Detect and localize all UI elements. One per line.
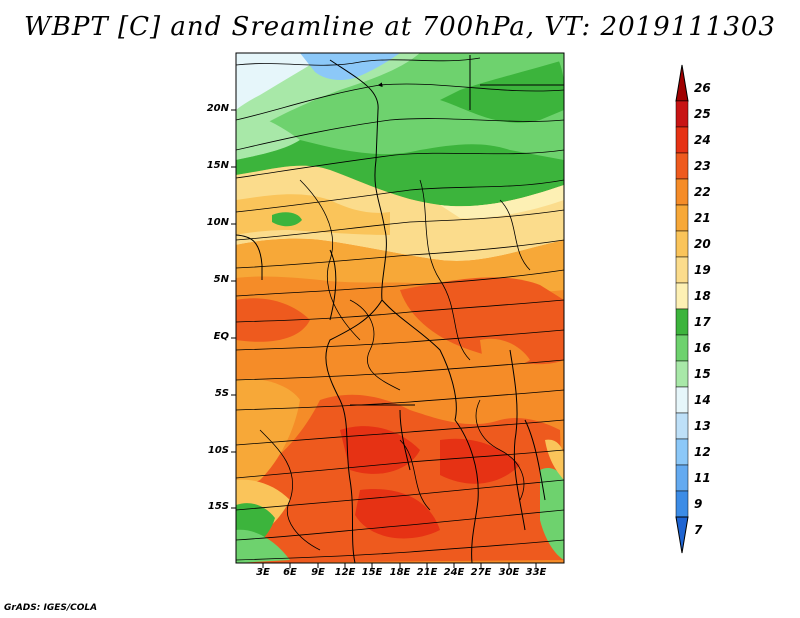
- colorbar-label: 22: [694, 185, 711, 199]
- colorbar-swatch: [675, 334, 689, 362]
- colorbar-label: 21: [694, 211, 711, 225]
- colorbar-label: 14: [694, 393, 711, 407]
- colorbar: [675, 64, 689, 554]
- colorbar-swatch: [675, 126, 689, 154]
- country-boundaries: [236, 55, 564, 563]
- colorbar-label: 24: [694, 133, 711, 147]
- colorbar-label: 11: [694, 471, 711, 485]
- colorbar-cap-top: [675, 64, 689, 102]
- colorbar-swatch: [675, 308, 689, 336]
- lon-label: 12E: [334, 567, 356, 578]
- lat-label: 20N: [206, 103, 229, 114]
- colorbar-swatch: [675, 178, 689, 206]
- lat-label: 10N: [206, 217, 229, 228]
- lat-label: 5N: [213, 274, 229, 285]
- lat-label: 15S: [207, 501, 229, 512]
- lon-label: 27E: [470, 567, 492, 578]
- lon-label: 30E: [498, 567, 520, 578]
- lon-label: 18E: [389, 567, 411, 578]
- colorbar-label: 7: [694, 523, 703, 537]
- colorbar-swatch: [675, 100, 689, 128]
- colorbar-swatch: [675, 282, 689, 310]
- colorbar-swatch: [675, 412, 689, 440]
- colorbar-swatch: [675, 386, 689, 414]
- colorbar-label: 9: [694, 497, 703, 511]
- colorbar-cap-bottom: [675, 516, 689, 554]
- lon-label: 24E: [443, 567, 465, 578]
- colorbar-label: 20: [694, 237, 711, 251]
- colorbar-label: 15: [694, 367, 711, 381]
- colorbar-swatch: [675, 438, 689, 466]
- colorbar-label: 13: [694, 419, 711, 433]
- footer-credit: GrADS: IGES/COLA: [4, 603, 98, 613]
- lat-label: EQ: [213, 331, 229, 342]
- lon-label: 21E: [416, 567, 438, 578]
- lat-ticks: [231, 109, 236, 509]
- lon-label: 33E: [525, 567, 547, 578]
- streamlines: [236, 57, 564, 561]
- colorbar-swatch: [675, 360, 689, 388]
- chart-title: WBPT [C] and Sreamline at 700hPa, VT: 20…: [24, 12, 776, 42]
- temperature-field: [236, 53, 564, 563]
- colorbar-label: 17: [694, 315, 711, 329]
- colorbar-swatch: [675, 464, 689, 492]
- colorbar-swatch: [675, 152, 689, 180]
- lat-label: 15N: [206, 160, 229, 171]
- colorbar-label: 23: [694, 159, 711, 173]
- lon-label: 6E: [283, 567, 297, 578]
- colorbar-label: 16: [694, 341, 711, 355]
- colorbar-label: 25: [694, 107, 711, 121]
- lat-label: 5S: [214, 388, 229, 399]
- colorbar-swatch: [675, 204, 689, 232]
- lat-label: 10S: [207, 445, 229, 456]
- colorbar-label: 26: [694, 81, 711, 95]
- colorbar-swatch: [675, 256, 689, 284]
- colorbar-label: 12: [694, 445, 711, 459]
- lon-ticks: [262, 563, 537, 568]
- colorbar-swatch: [675, 230, 689, 258]
- colorbar-swatch: [675, 490, 689, 518]
- colorbar-label: 19: [694, 263, 711, 277]
- lon-label: 3E: [256, 567, 270, 578]
- lon-label: 15E: [361, 567, 383, 578]
- colorbar-label: 18: [694, 289, 711, 303]
- lon-label: 9E: [311, 567, 325, 578]
